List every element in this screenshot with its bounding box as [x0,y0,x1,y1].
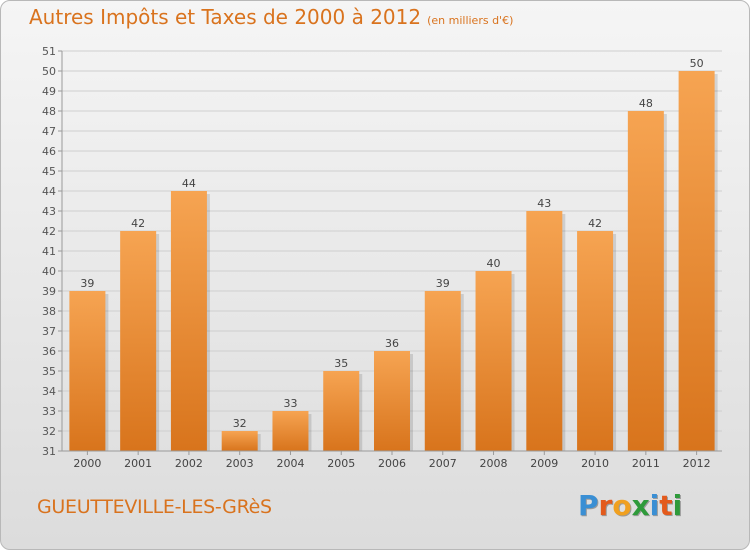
data-label: 33 [283,397,297,410]
logo-letter: P [578,489,599,522]
y-tick-label: 44 [42,185,56,198]
data-label: 48 [639,97,653,110]
bar [374,351,410,451]
x-tick-label: 2006 [378,457,406,470]
logo-letter: r [598,489,613,522]
x-tick-label: 2004 [276,457,304,470]
data-label: 36 [385,337,399,350]
bar [577,231,614,451]
data-label: 43 [537,197,551,210]
bar [627,111,664,451]
data-label: 44 [182,177,196,190]
data-label: 42 [131,217,145,230]
y-tick-label: 49 [42,85,56,98]
y-tick-label: 36 [42,345,56,358]
bar [272,411,309,451]
data-label: 50 [690,57,704,70]
logo-letter: i [672,489,683,522]
x-tick-label: 2007 [429,457,457,470]
logo-letter: i [649,489,660,522]
axes: 31 32 33 34 35 36 37 38 39 40 41 42 43 44 45 46 47 48 49 50… [42,45,722,470]
y-tick-label: 45 [42,165,56,178]
logo-letter: t [659,489,673,522]
commune-name: GUEUTTEVILLE-LES-GRèS [37,496,272,518]
data-label: 32 [233,417,247,430]
y-tick-label: 51 [42,45,56,58]
data-label: 42 [588,217,602,230]
bar [323,371,360,451]
data-label: 35 [334,357,348,370]
chart-title-main: Autres Impôts et Taxes de 2000 à 2012 [29,5,422,29]
logo-letter: x [631,489,650,522]
x-tick-label: 2005 [327,457,355,470]
data-label: 39 [436,277,450,290]
y-tick-label: 38 [42,305,56,318]
y-tick-label: 41 [42,245,56,258]
x-tick-label: 2012 [683,457,711,470]
bars: 39 42 44 32 33 35 36 39 40 43 42 48 50 [69,57,718,451]
y-tick-label: 35 [42,365,56,378]
y-tick-label: 37 [42,325,56,338]
y-tick-label: 33 [42,405,56,418]
proxiti-logo[interactable]: Proxiti [578,489,682,522]
bar [120,231,157,451]
x-tick-label: 2011 [632,457,660,470]
bar [170,191,207,451]
bar [526,211,563,451]
y-tick-label: 48 [42,105,56,118]
x-tick-label: 2003 [226,457,254,470]
logo-letter: o [612,489,632,522]
y-tick-label: 43 [42,205,56,218]
bar [424,291,461,451]
y-tick-label: 39 [42,285,56,298]
data-label: 39 [80,277,94,290]
y-tick-label: 46 [42,145,56,158]
y-tick-label: 50 [42,65,56,78]
x-tick-label: 2000 [73,457,101,470]
x-tick-label: 2009 [530,457,558,470]
y-tick-label: 40 [42,265,56,278]
y-tick-label: 47 [42,125,56,138]
y-tick-label: 34 [42,385,56,398]
bar [221,431,258,451]
bar [678,71,715,451]
y-tick-label: 31 [42,445,56,458]
y-tick-label: 32 [42,425,56,438]
x-tick-label: 2002 [175,457,203,470]
data-label: 40 [487,257,501,270]
chart-title: Autres Impôts et Taxes de 2000 à 2012 (en… [29,5,513,29]
x-tick-label: 2001 [124,457,152,470]
x-tick-label: 2010 [581,457,609,470]
chart-title-unit: (en milliers d'€) [427,14,514,27]
x-tick-label: 2008 [480,457,508,470]
y-tick-label: 42 [42,225,56,238]
bar [475,271,512,451]
bar [69,291,106,451]
